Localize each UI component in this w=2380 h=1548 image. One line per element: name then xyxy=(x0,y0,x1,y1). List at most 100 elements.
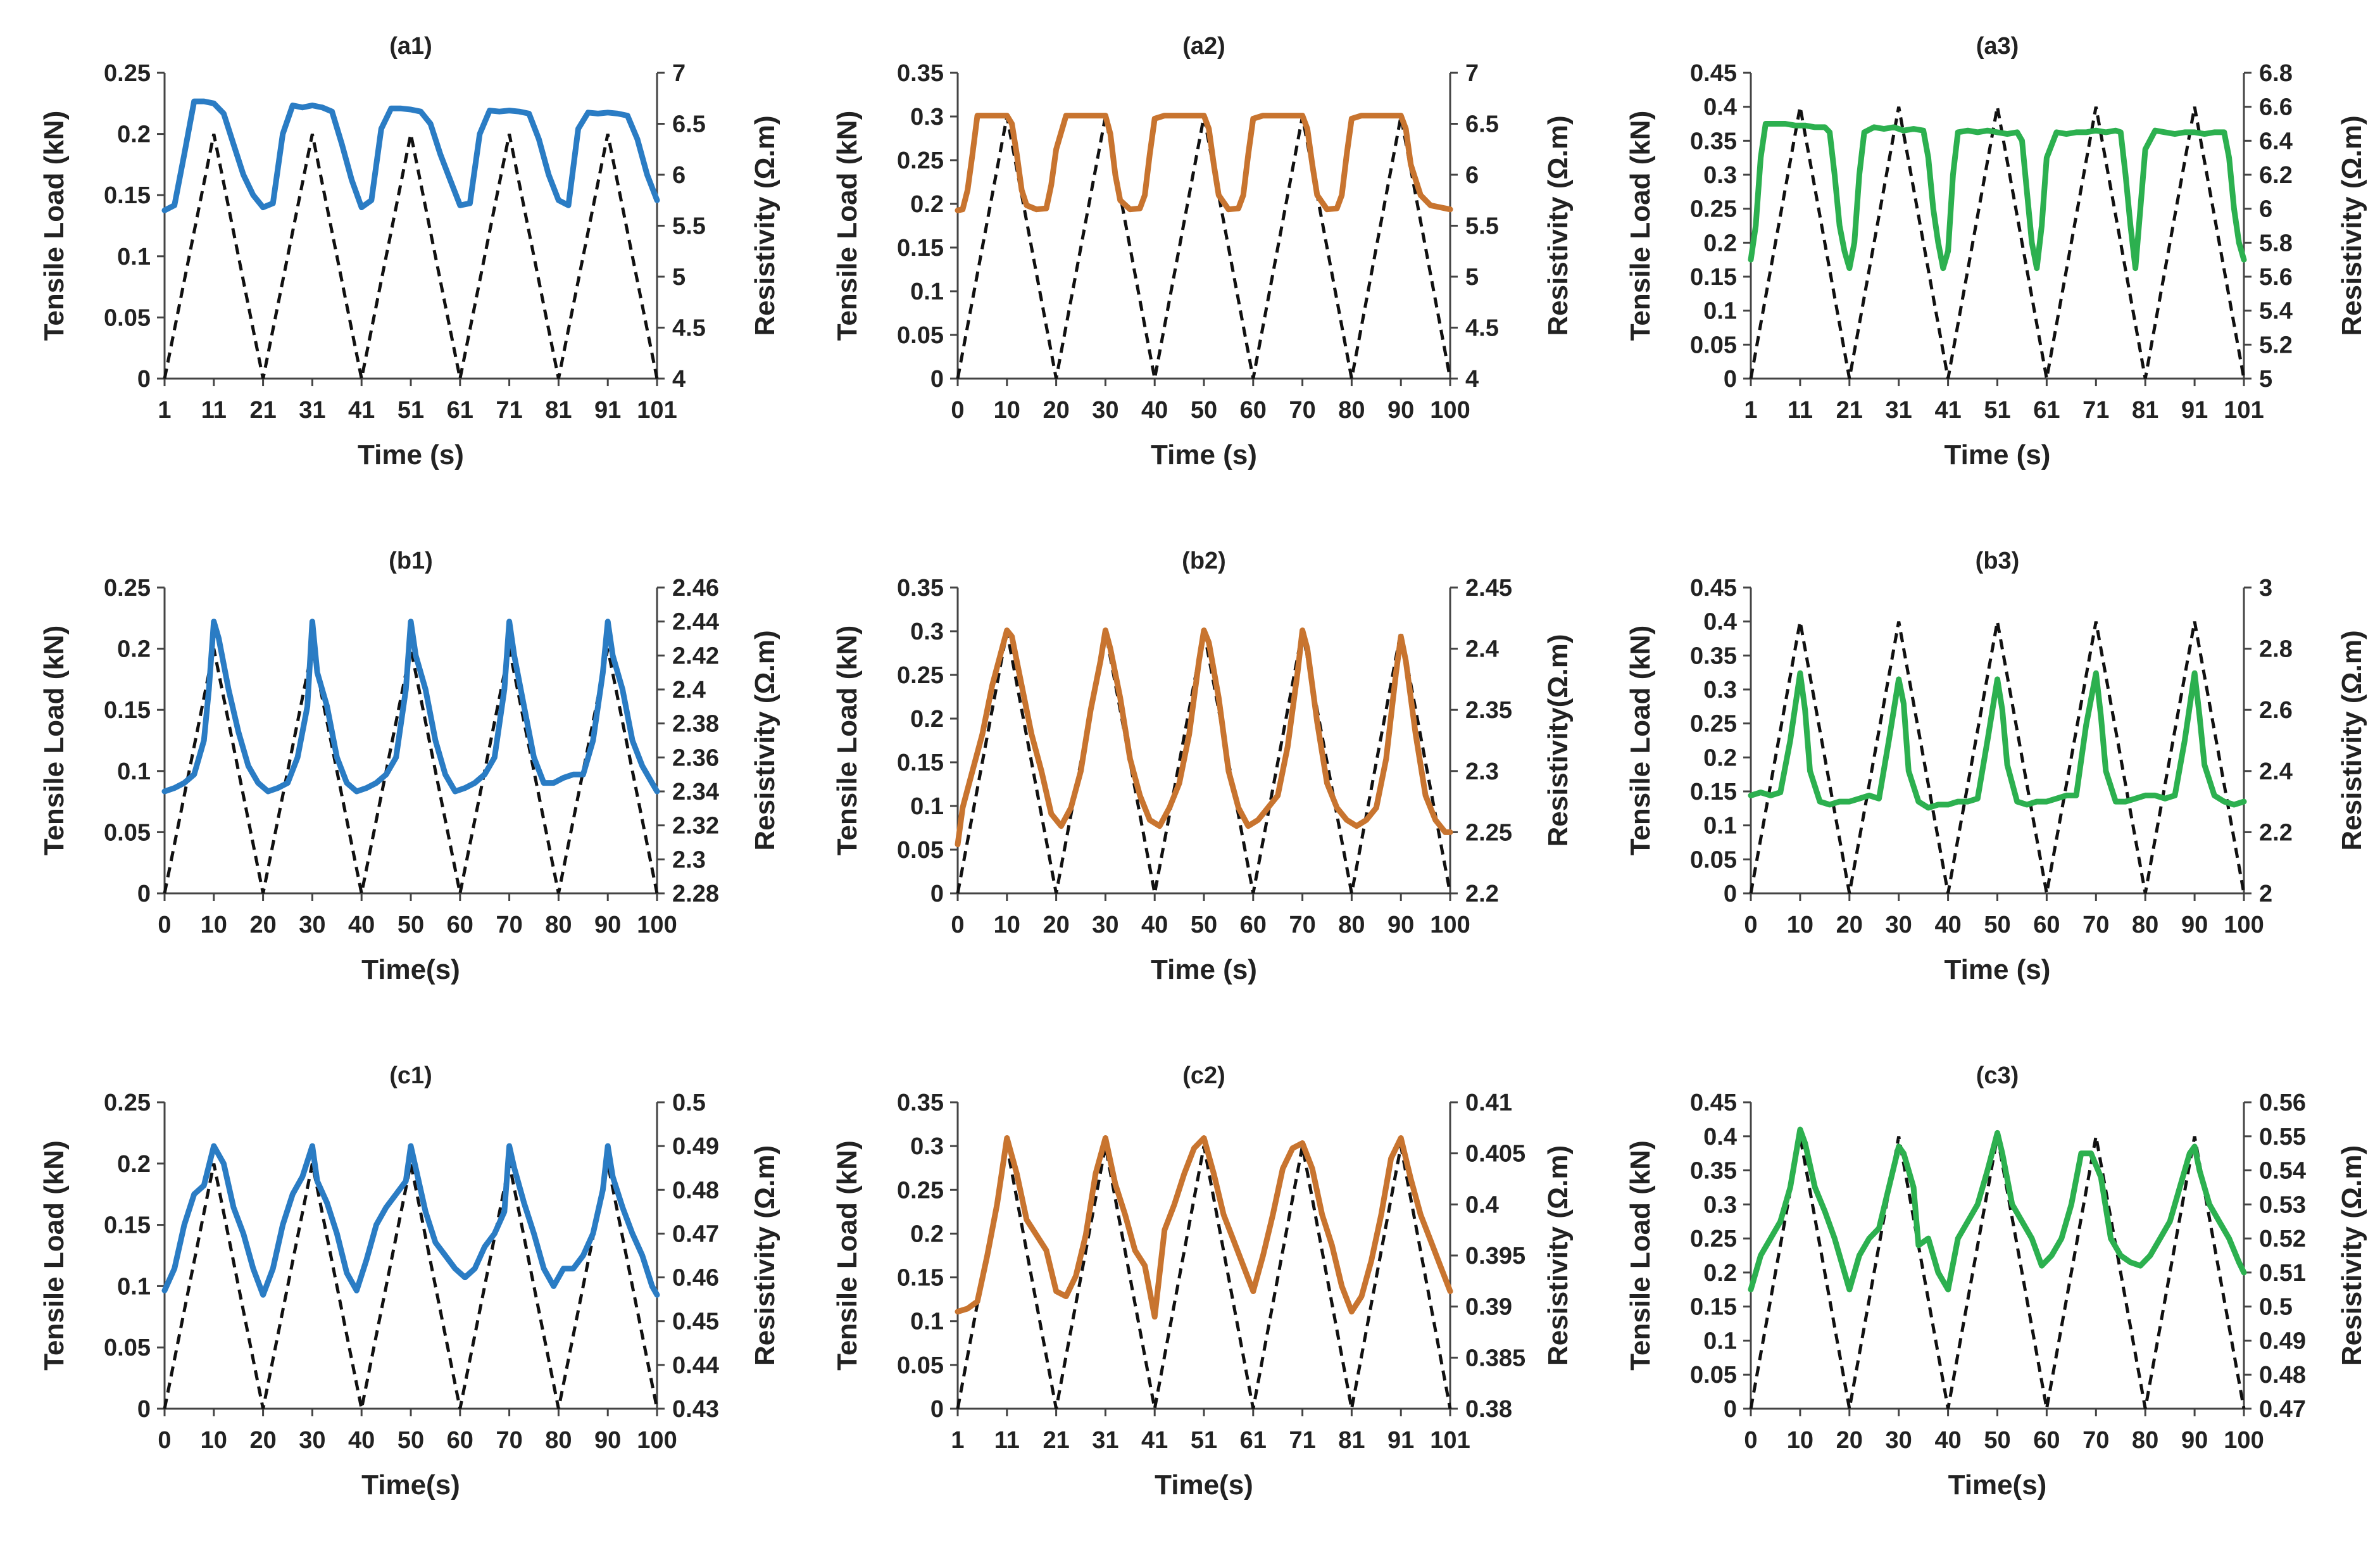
x-tick-label: 31 xyxy=(299,397,325,424)
x-tick-label: 60 xyxy=(1240,912,1267,938)
y-tick-label: 0.3 xyxy=(910,104,944,130)
load-series-line xyxy=(163,648,659,894)
y2-tick-label: 0.51 xyxy=(2259,1260,2306,1287)
y-tick-label: 0.3 xyxy=(1703,1192,1737,1218)
x-tick-label: 21 xyxy=(249,397,276,424)
resistivity-series-line xyxy=(161,1143,660,1298)
y2-tick-label: 0.52 xyxy=(2259,1226,2306,1252)
x-tick-label: 10 xyxy=(1787,912,1813,938)
panel-b3: 0 0.05 0.1 0.15 0.2 0.25 0.3 0.35 0.4 0.45 2 2.2 2.4… xyxy=(1586,515,2380,1029)
y-axis-label: Tensile Load (kN) xyxy=(39,1140,70,1370)
x-tick-label: 61 xyxy=(2033,397,2060,424)
y2-axis-label: Resistivity (Ω.m) xyxy=(1543,115,1574,336)
y2-tick-label: 7 xyxy=(672,60,686,87)
x-tick-label: 20 xyxy=(1043,397,1069,424)
y2-tick-label: 4.5 xyxy=(672,315,706,342)
x-tick-label: 40 xyxy=(348,1427,375,1454)
y-tick-label: 0.05 xyxy=(1690,1362,1737,1388)
y2-tick-label: 2.46 xyxy=(672,575,719,601)
y2-tick-label: 0.49 xyxy=(672,1133,719,1160)
x-tick-label: 101 xyxy=(637,397,677,424)
y2-tick-label: 2.45 xyxy=(1465,575,1512,601)
y-tick-label: 0 xyxy=(1724,881,1737,907)
x-tick-label: 1 xyxy=(951,1427,964,1454)
y2-tick-label: 5.8 xyxy=(2259,230,2293,256)
y2-tick-label: 5.4 xyxy=(2259,298,2293,325)
y-tick-label: 0.05 xyxy=(897,837,944,864)
y-tick-label: 0.15 xyxy=(104,1212,151,1239)
y2-tick-label: 0.385 xyxy=(1465,1345,1525,1371)
y2-tick-label: 6.5 xyxy=(1465,111,1499,138)
load-series-line xyxy=(1749,1136,2246,1409)
x-tick-label: 60 xyxy=(1240,397,1267,424)
y2-tick-label: 2.32 xyxy=(672,813,719,840)
y-tick-label: 0.45 xyxy=(1690,575,1737,601)
x-tick-label: 70 xyxy=(1289,397,1315,424)
chart-title: (a2) xyxy=(1182,33,1225,60)
x-tick-label: 80 xyxy=(1338,397,1365,424)
y-tick-label: 0.25 xyxy=(897,148,944,174)
y2-tick-label: 0.43 xyxy=(672,1396,719,1423)
y-tick-label: 0.35 xyxy=(897,60,944,87)
x-tick-label: 11 xyxy=(1788,397,1813,424)
y-tick-label: 0 xyxy=(930,366,944,393)
chart-a2: 00.050.10.150.20.250.30.3544.555.566.570… xyxy=(832,33,1574,470)
x-tick-label: 71 xyxy=(1289,1427,1315,1454)
y-tick-label: 0.3 xyxy=(910,1133,944,1160)
x-tick-label: 70 xyxy=(496,1427,522,1454)
x-tick-label: 101 xyxy=(2224,397,2264,424)
x-tick-label: 10 xyxy=(1787,1427,1813,1454)
y-tick-label: 0.3 xyxy=(910,619,944,645)
x-tick-label: 1 xyxy=(158,397,171,424)
y-tick-label: 0.25 xyxy=(1690,196,1737,223)
y2-tick-label: 0.48 xyxy=(2259,1362,2306,1388)
y-axis-label: Tensile Load (kN) xyxy=(1625,111,1656,341)
chart-b1: 0 0.05 0.1 0.15 0.2 0.25 2.28 2.3 2.32 2.34 2.36 2.… xyxy=(39,548,780,985)
x-tick-label: 60 xyxy=(447,1427,473,1454)
x-tick-label: 71 xyxy=(496,397,522,424)
y-tick-label: 0.2 xyxy=(117,636,151,663)
x-tick-label: 80 xyxy=(545,912,572,938)
y-tick-label: 0.1 xyxy=(1703,1328,1737,1354)
chart-title: (b2) xyxy=(1182,548,1226,574)
y-tick-label: 0 xyxy=(930,1396,944,1423)
y2-tick-label: 5.5 xyxy=(672,213,706,240)
resistivity-series-line xyxy=(1748,121,2247,272)
y-tick-label: 0.05 xyxy=(1690,846,1737,873)
x-tick-label: 10 xyxy=(201,1427,227,1454)
x-tick-label: 70 xyxy=(1289,912,1315,938)
y-tick-label: 0.1 xyxy=(117,244,151,270)
y-tick-label: 0 xyxy=(1724,366,1737,393)
x-tick-label: 80 xyxy=(2132,912,2158,938)
x-tick-label: 80 xyxy=(2132,1427,2158,1454)
y-tick-label: 0.05 xyxy=(104,305,151,331)
x-tick-label: 50 xyxy=(1984,1427,2010,1454)
y-tick-label: 0.25 xyxy=(897,1177,944,1204)
x-tick-label: 40 xyxy=(1141,397,1168,424)
x-tick-label: 30 xyxy=(299,1427,325,1454)
y2-tick-label: 2.2 xyxy=(2259,819,2293,846)
panel-a1: 0 0.05 0.1 0.15 0.2 0.25 4 4.5 5 5.5 6 6.5 7 1 11 21 31 4… xyxy=(0,0,793,515)
y-tick-label: 0.3 xyxy=(1703,162,1737,189)
x-tick-label: 0 xyxy=(158,1427,171,1454)
y2-tick-label: 6 xyxy=(1465,162,1479,189)
x-tick-label: 20 xyxy=(249,1427,276,1454)
y-tick-label: 0.35 xyxy=(897,575,944,601)
y2-tick-label: 2.38 xyxy=(672,711,719,738)
y-tick-label: 0 xyxy=(1724,1396,1737,1423)
x-tick-label: 20 xyxy=(1836,1427,1863,1454)
y-tick-label: 0.35 xyxy=(1690,128,1737,154)
x-tick-label: 61 xyxy=(1240,1427,1267,1454)
y2-tick-label: 2.4 xyxy=(1465,636,1499,663)
panel-c2: 0 0.05 0.1 0.15 0.2 0.25 0.3 0.35 0.38 0.385 0.39 0… xyxy=(793,1029,1586,1545)
x-tick-label: 90 xyxy=(1387,912,1414,938)
chart-c3: 0 0.05 0.1 0.15 0.2 0.25 0.3 0.35 0.4 0.45 0.47 0.4… xyxy=(1625,1062,2367,1501)
load-series-line xyxy=(1749,621,2246,894)
x-tick-label: 100 xyxy=(1430,912,1470,938)
x-tick-label: 30 xyxy=(1886,912,1912,938)
y-tick-label: 0.25 xyxy=(897,662,944,689)
x-axis-label: Time (s) xyxy=(1945,954,2051,985)
x-tick-label: 30 xyxy=(1886,1427,1912,1454)
resistivity-series-line xyxy=(955,1135,1453,1320)
y-axis-label: Tensile Load (kN) xyxy=(832,626,863,855)
